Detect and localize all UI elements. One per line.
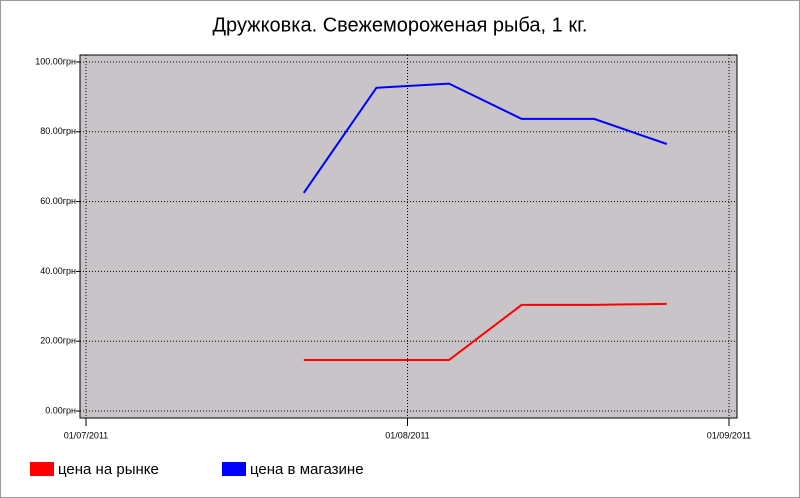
x-tick-label: 01/08/2011 bbox=[385, 430, 429, 440]
chart-title: Дружковка. Свежемороженая рыба, 1 кг. bbox=[213, 14, 588, 36]
legend-label: цена на рынке bbox=[58, 461, 159, 478]
legend-swatch bbox=[30, 462, 54, 476]
legend-label: цена в магазине bbox=[250, 461, 364, 478]
series-line bbox=[302, 82, 668, 194]
series-line bbox=[303, 302, 667, 362]
legend-swatch bbox=[222, 462, 246, 476]
plot-area bbox=[79, 54, 738, 419]
y-tick-label: 60.00грн bbox=[40, 196, 76, 206]
y-tick-label: 100.00грн bbox=[35, 56, 76, 66]
y-tick-label: 0.00грн bbox=[45, 405, 76, 415]
x-tick-label: 01/09/2011 bbox=[707, 430, 751, 440]
y-tick-label: 80.00грн bbox=[40, 126, 76, 136]
y-tick-label: 20.00грн bbox=[40, 336, 76, 346]
y-tick-label: 40.00грн bbox=[40, 266, 76, 276]
x-tick-label: 01/07/2011 bbox=[64, 430, 108, 440]
